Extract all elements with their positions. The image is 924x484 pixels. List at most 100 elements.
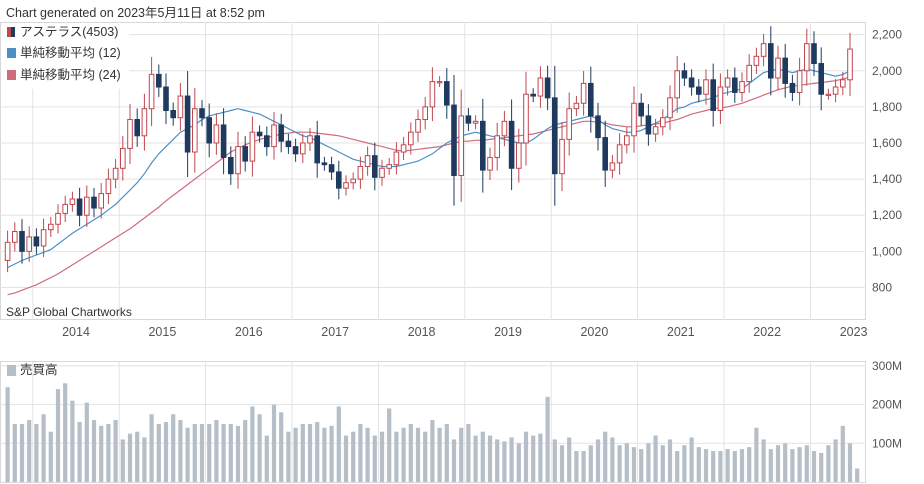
candle — [753, 47, 760, 74]
watermark: S&P Global Chartworks — [6, 305, 132, 319]
candle — [249, 116, 256, 177]
candle — [436, 76, 443, 88]
candle-body — [739, 81, 745, 93]
candle-body — [393, 151, 400, 166]
volume-bar — [34, 423, 39, 482]
volume-bar — [149, 414, 154, 482]
candle — [350, 172, 356, 190]
volume-bar — [855, 468, 860, 482]
legend-item-ma12[interactable]: 単純移動平均 (12) — [7, 46, 121, 60]
candle-body — [40, 229, 47, 247]
candle-body — [141, 108, 148, 137]
legend-swatch-ma24 — [7, 70, 16, 80]
candle-body — [609, 162, 616, 171]
candle-body — [177, 95, 184, 119]
candle — [717, 73, 724, 125]
candle-body — [775, 57, 781, 79]
candle-body — [4, 241, 11, 261]
price-y-axis: 800 1,000 1,200 1,400 1,600 1,800 2,000 2,200 — [872, 28, 902, 295]
candle-body — [357, 165, 364, 180]
volume-bar — [12, 423, 17, 482]
ma24-series — [7, 76, 851, 296]
legend-box — [1, 23, 129, 89]
candle-body — [170, 109, 176, 119]
volume-bar — [444, 423, 449, 482]
candle — [91, 187, 97, 218]
candle-body — [343, 182, 349, 189]
volume-bar — [286, 431, 291, 482]
candle — [400, 136, 407, 160]
price-tick-label: 1,600 — [872, 136, 902, 150]
volume-bar — [437, 427, 442, 482]
candle — [616, 133, 623, 175]
candle — [703, 69, 709, 105]
candle-body — [127, 119, 133, 149]
volume-bar — [739, 449, 745, 482]
candle-body — [300, 142, 306, 155]
volume-bar — [19, 423, 25, 482]
volume-bar — [351, 431, 356, 482]
candle — [638, 93, 645, 126]
candle — [631, 86, 637, 153]
candle-body — [602, 137, 609, 171]
price-gridlines — [0, 22, 866, 320]
volume-bar — [77, 422, 82, 482]
candle — [732, 67, 738, 103]
volume-bar — [451, 439, 457, 482]
x-tick-label: 2016 — [235, 325, 263, 339]
candle — [674, 55, 681, 113]
volume-bar — [466, 423, 471, 482]
candle-body — [616, 144, 623, 164]
candle — [847, 32, 853, 96]
volume-bar — [523, 431, 529, 482]
candle — [192, 88, 198, 173]
volume-bar — [646, 443, 651, 482]
candle — [321, 156, 328, 171]
price-tick-label: 1,200 — [872, 208, 902, 222]
candle-body — [314, 135, 320, 164]
price-panel: 800 1,000 1,200 1,400 1,600 1,800 2,000 2,200 S… — [0, 22, 902, 320]
legend-item-ma24[interactable]: 単純移動平均 (24) — [7, 68, 121, 82]
legend-item-price[interactable]: アステラス(4503) — [7, 25, 118, 39]
candle-body — [717, 86, 724, 111]
legend-swatch-ma12 — [7, 48, 16, 58]
candle — [580, 71, 587, 116]
candle-body — [638, 102, 645, 117]
candle-body — [76, 198, 83, 216]
volume-bar — [480, 431, 485, 482]
volume-bar — [754, 427, 759, 482]
volume-bar — [581, 451, 586, 482]
volume-bar — [574, 451, 579, 482]
candle — [357, 156, 364, 189]
candle — [573, 95, 580, 117]
volume-bar — [495, 439, 500, 482]
candle — [26, 226, 32, 262]
x-tick-label: 2019 — [494, 325, 522, 339]
candle — [768, 26, 774, 96]
volume-panel-frame — [0, 361, 866, 483]
volume-bar — [185, 427, 190, 482]
candle-body — [62, 203, 69, 214]
candle-body — [84, 196, 90, 216]
candle — [48, 216, 54, 238]
candle-body — [811, 43, 817, 65]
candle — [444, 67, 450, 119]
candle-body — [544, 77, 551, 99]
candle — [141, 93, 148, 151]
volume-bar — [343, 435, 349, 482]
candle — [832, 79, 839, 103]
candle — [336, 160, 342, 200]
volume-bar — [847, 443, 853, 482]
candle — [386, 157, 392, 175]
volume-bar — [833, 439, 838, 482]
candle — [328, 156, 335, 180]
candle — [84, 185, 90, 227]
candle-body — [588, 82, 594, 117]
candle-body — [710, 79, 717, 111]
volume-bar — [401, 427, 406, 482]
candle-body — [249, 131, 256, 162]
candle — [710, 63, 717, 127]
ma24-line — [7, 76, 851, 296]
price-tick-label: 1,800 — [872, 100, 902, 114]
volume-bar — [322, 427, 327, 482]
